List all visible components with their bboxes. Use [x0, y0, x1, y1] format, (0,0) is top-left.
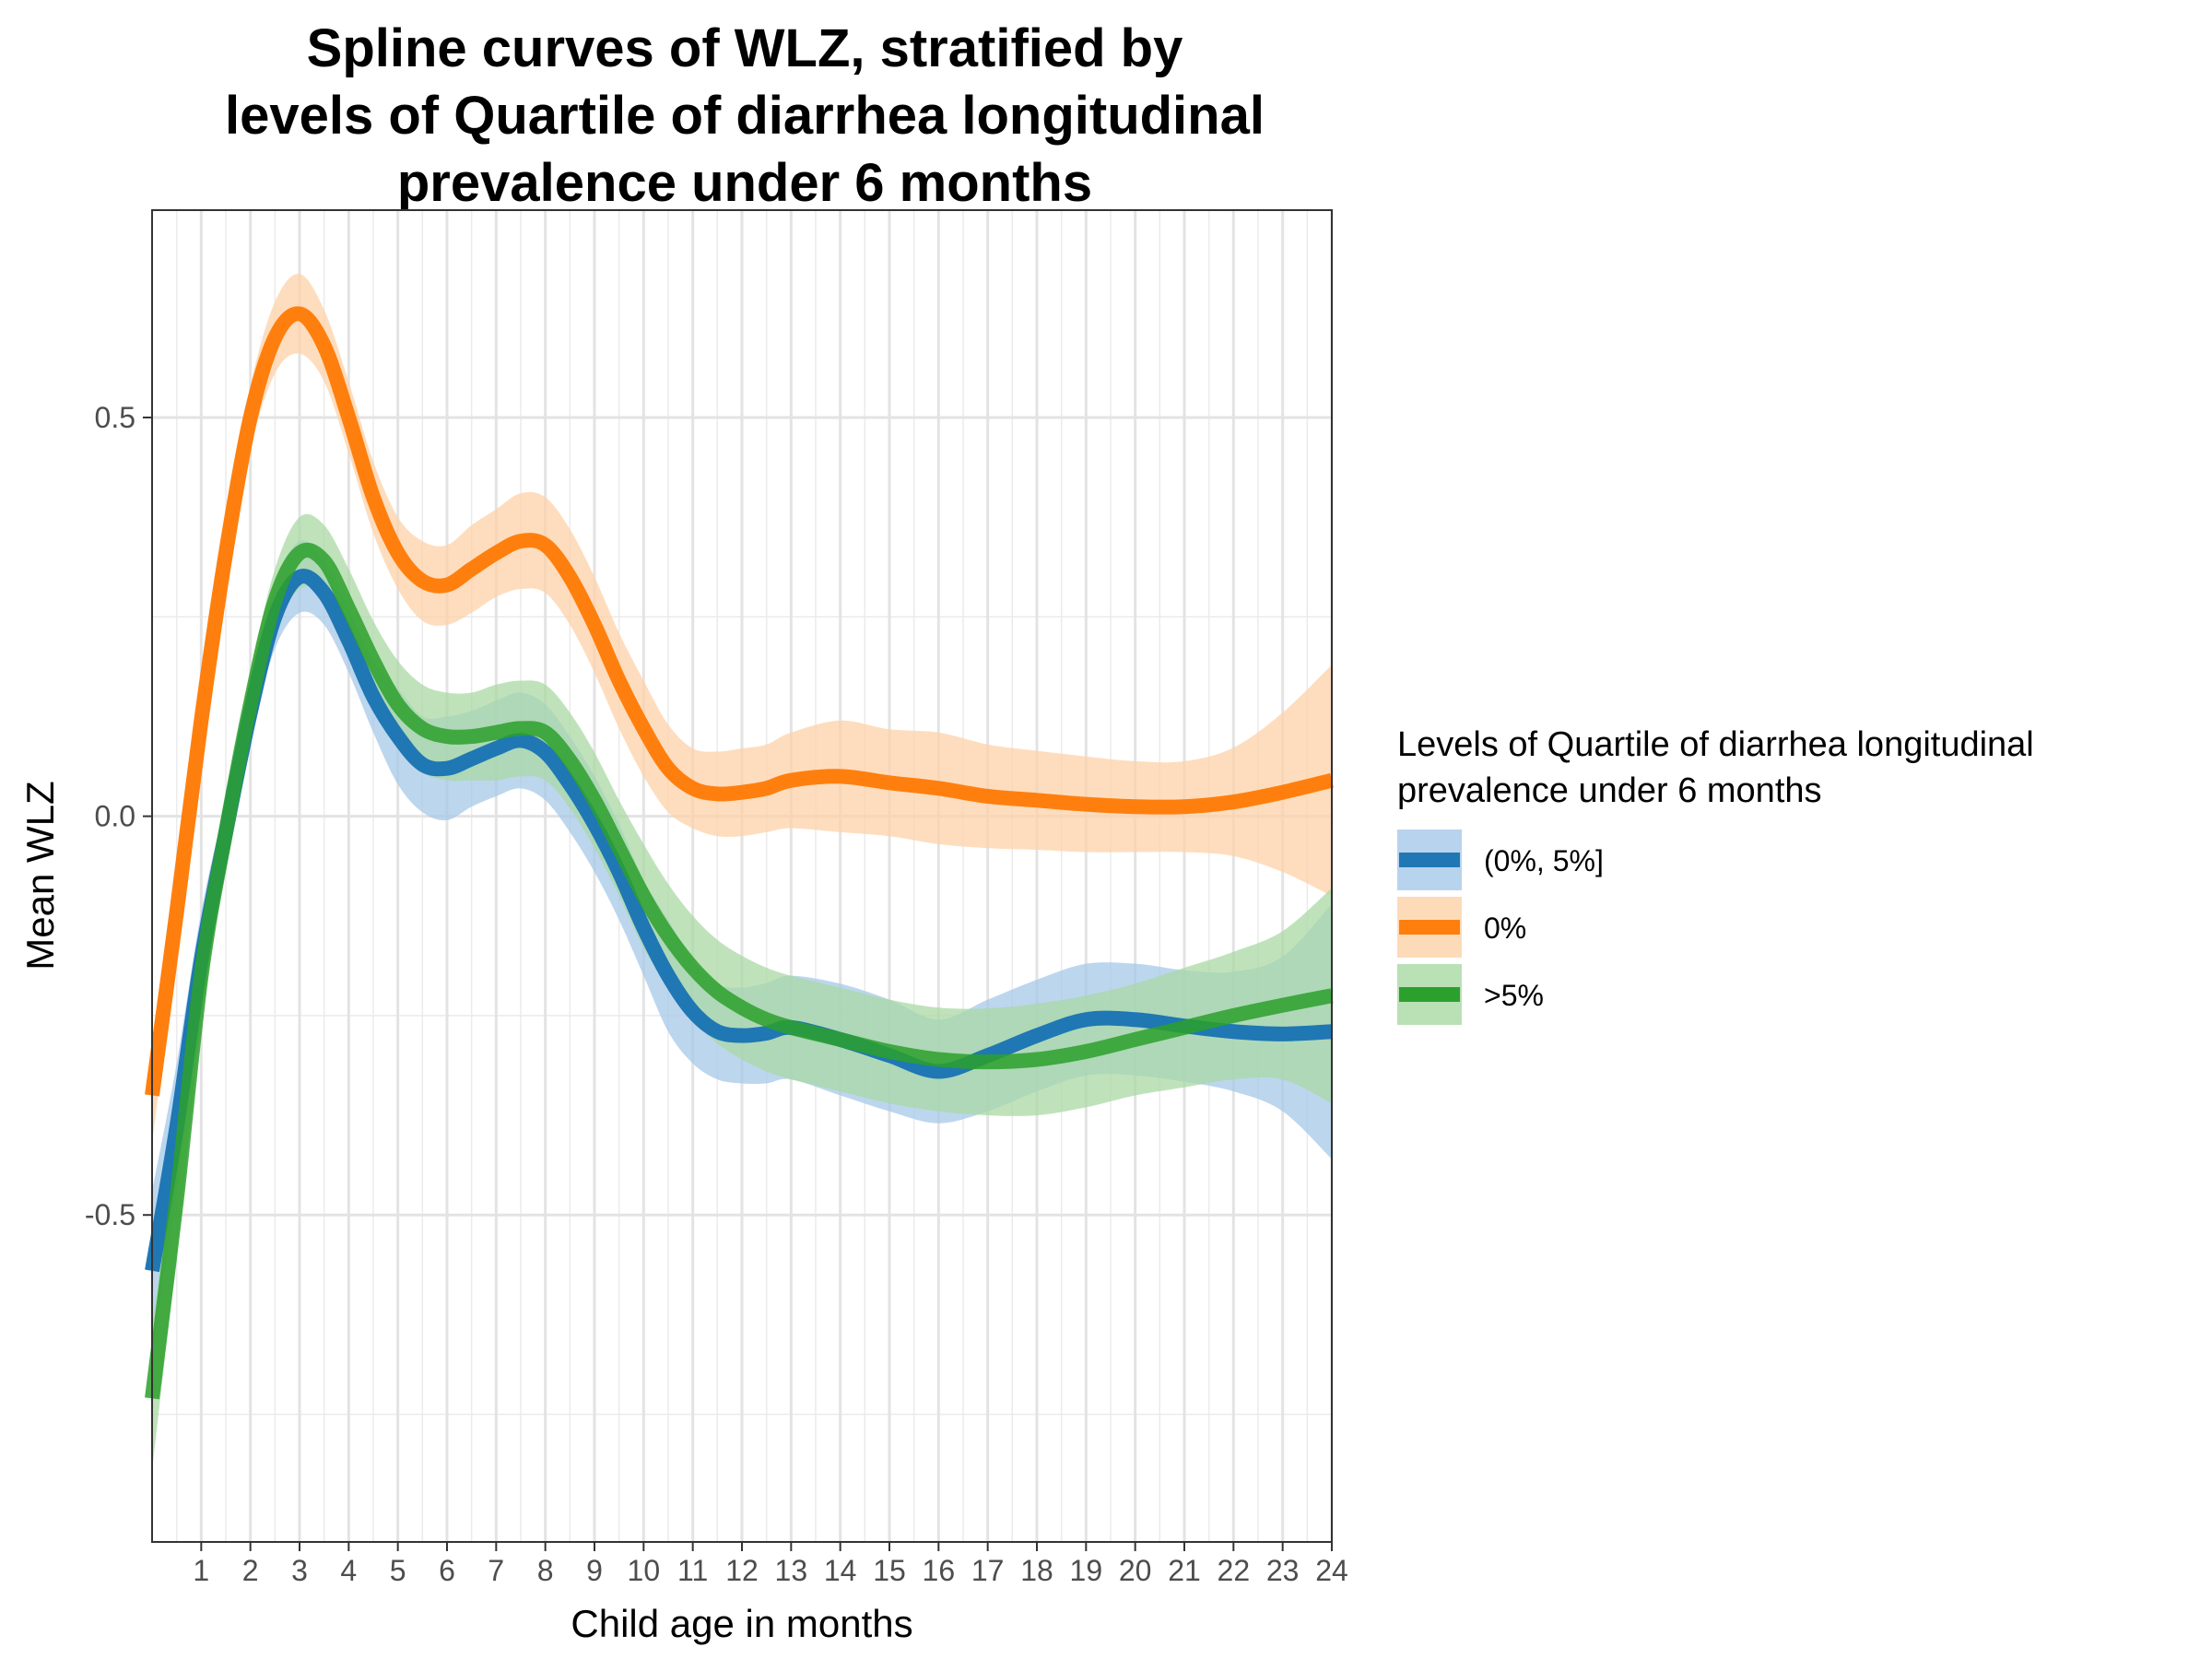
x-tick-label: 18 — [1020, 1554, 1053, 1587]
plot-panel — [145, 209, 1334, 1543]
x-tick-label: 15 — [873, 1554, 906, 1587]
x-tick-label: 1 — [193, 1554, 209, 1587]
x-tick-label: 14 — [824, 1554, 857, 1587]
legend-item: 0% — [1397, 897, 1526, 958]
x-axis-ticks: 1 2 3 4 5 6 7 8 9 10 11 12 13 14 15 16 17 18 19 20 21 22 23 24 — [193, 1542, 1348, 1587]
series-line — [145, 542, 1334, 1400]
y-tick-label: 0.5 — [95, 401, 135, 434]
x-tick-label: 7 — [488, 1554, 504, 1587]
chart-title-line-3: prevalence under 6 months — [397, 153, 1092, 213]
x-tick-label: 5 — [390, 1554, 406, 1587]
x-tick-label: 21 — [1168, 1554, 1201, 1587]
x-tick-label: 8 — [537, 1554, 554, 1587]
x-tick-label: 16 — [923, 1554, 956, 1587]
series-lines — [145, 306, 1334, 1400]
x-tick-label: 11 — [677, 1554, 708, 1587]
x-tick-label: 22 — [1218, 1554, 1251, 1587]
legend-title-line-2: prevalence under 6 months — [1397, 771, 1822, 810]
confidence-band — [152, 513, 1332, 1471]
x-tick-label: 3 — [291, 1554, 308, 1587]
y-axis-title: Mean WLZ — [18, 781, 62, 970]
legend: Levels of Quartile of diarrhea longitudi… — [1397, 725, 2034, 1025]
x-tick-label: 9 — [586, 1554, 603, 1587]
x-tick-label: 10 — [628, 1554, 661, 1587]
legend-title-line-1: Levels of Quartile of diarrhea longitudi… — [1397, 725, 2034, 764]
x-tick-label: 4 — [340, 1554, 357, 1587]
x-tick-label: 19 — [1070, 1554, 1103, 1587]
legend-label: (0%, 5%] — [1484, 844, 1604, 877]
legend-label: 0% — [1484, 912, 1526, 945]
y-tick-label: 0.0 — [95, 800, 135, 833]
x-tick-label: 2 — [242, 1554, 259, 1587]
x-tick-label: 6 — [439, 1554, 455, 1587]
series-line — [145, 306, 1334, 1097]
x-tick-label: 24 — [1315, 1554, 1348, 1587]
x-axis-title: Child age in months — [571, 1602, 912, 1645]
y-axis-ticks: -0.5 0.0 0.5 — [85, 401, 152, 1231]
x-tick-label: 17 — [971, 1554, 1005, 1587]
x-tick-label: 20 — [1119, 1554, 1152, 1587]
legend-label: >5% — [1484, 979, 1544, 1012]
x-tick-label: 23 — [1266, 1554, 1300, 1587]
legend-item: (0%, 5%] — [1397, 830, 1604, 890]
legend-item: >5% — [1397, 964, 1544, 1025]
x-tick-label: 13 — [775, 1554, 808, 1587]
y-tick-label: -0.5 — [85, 1198, 135, 1231]
x-tick-label: 12 — [725, 1554, 759, 1587]
chart-title-line-2: levels of Quartile of diarrhea longitudi… — [225, 86, 1265, 146]
chart-title: Spline curves of WLZ, stratified by leve… — [225, 18, 1265, 213]
chart-title-line-1: Spline curves of WLZ, stratified by — [307, 18, 1183, 78]
